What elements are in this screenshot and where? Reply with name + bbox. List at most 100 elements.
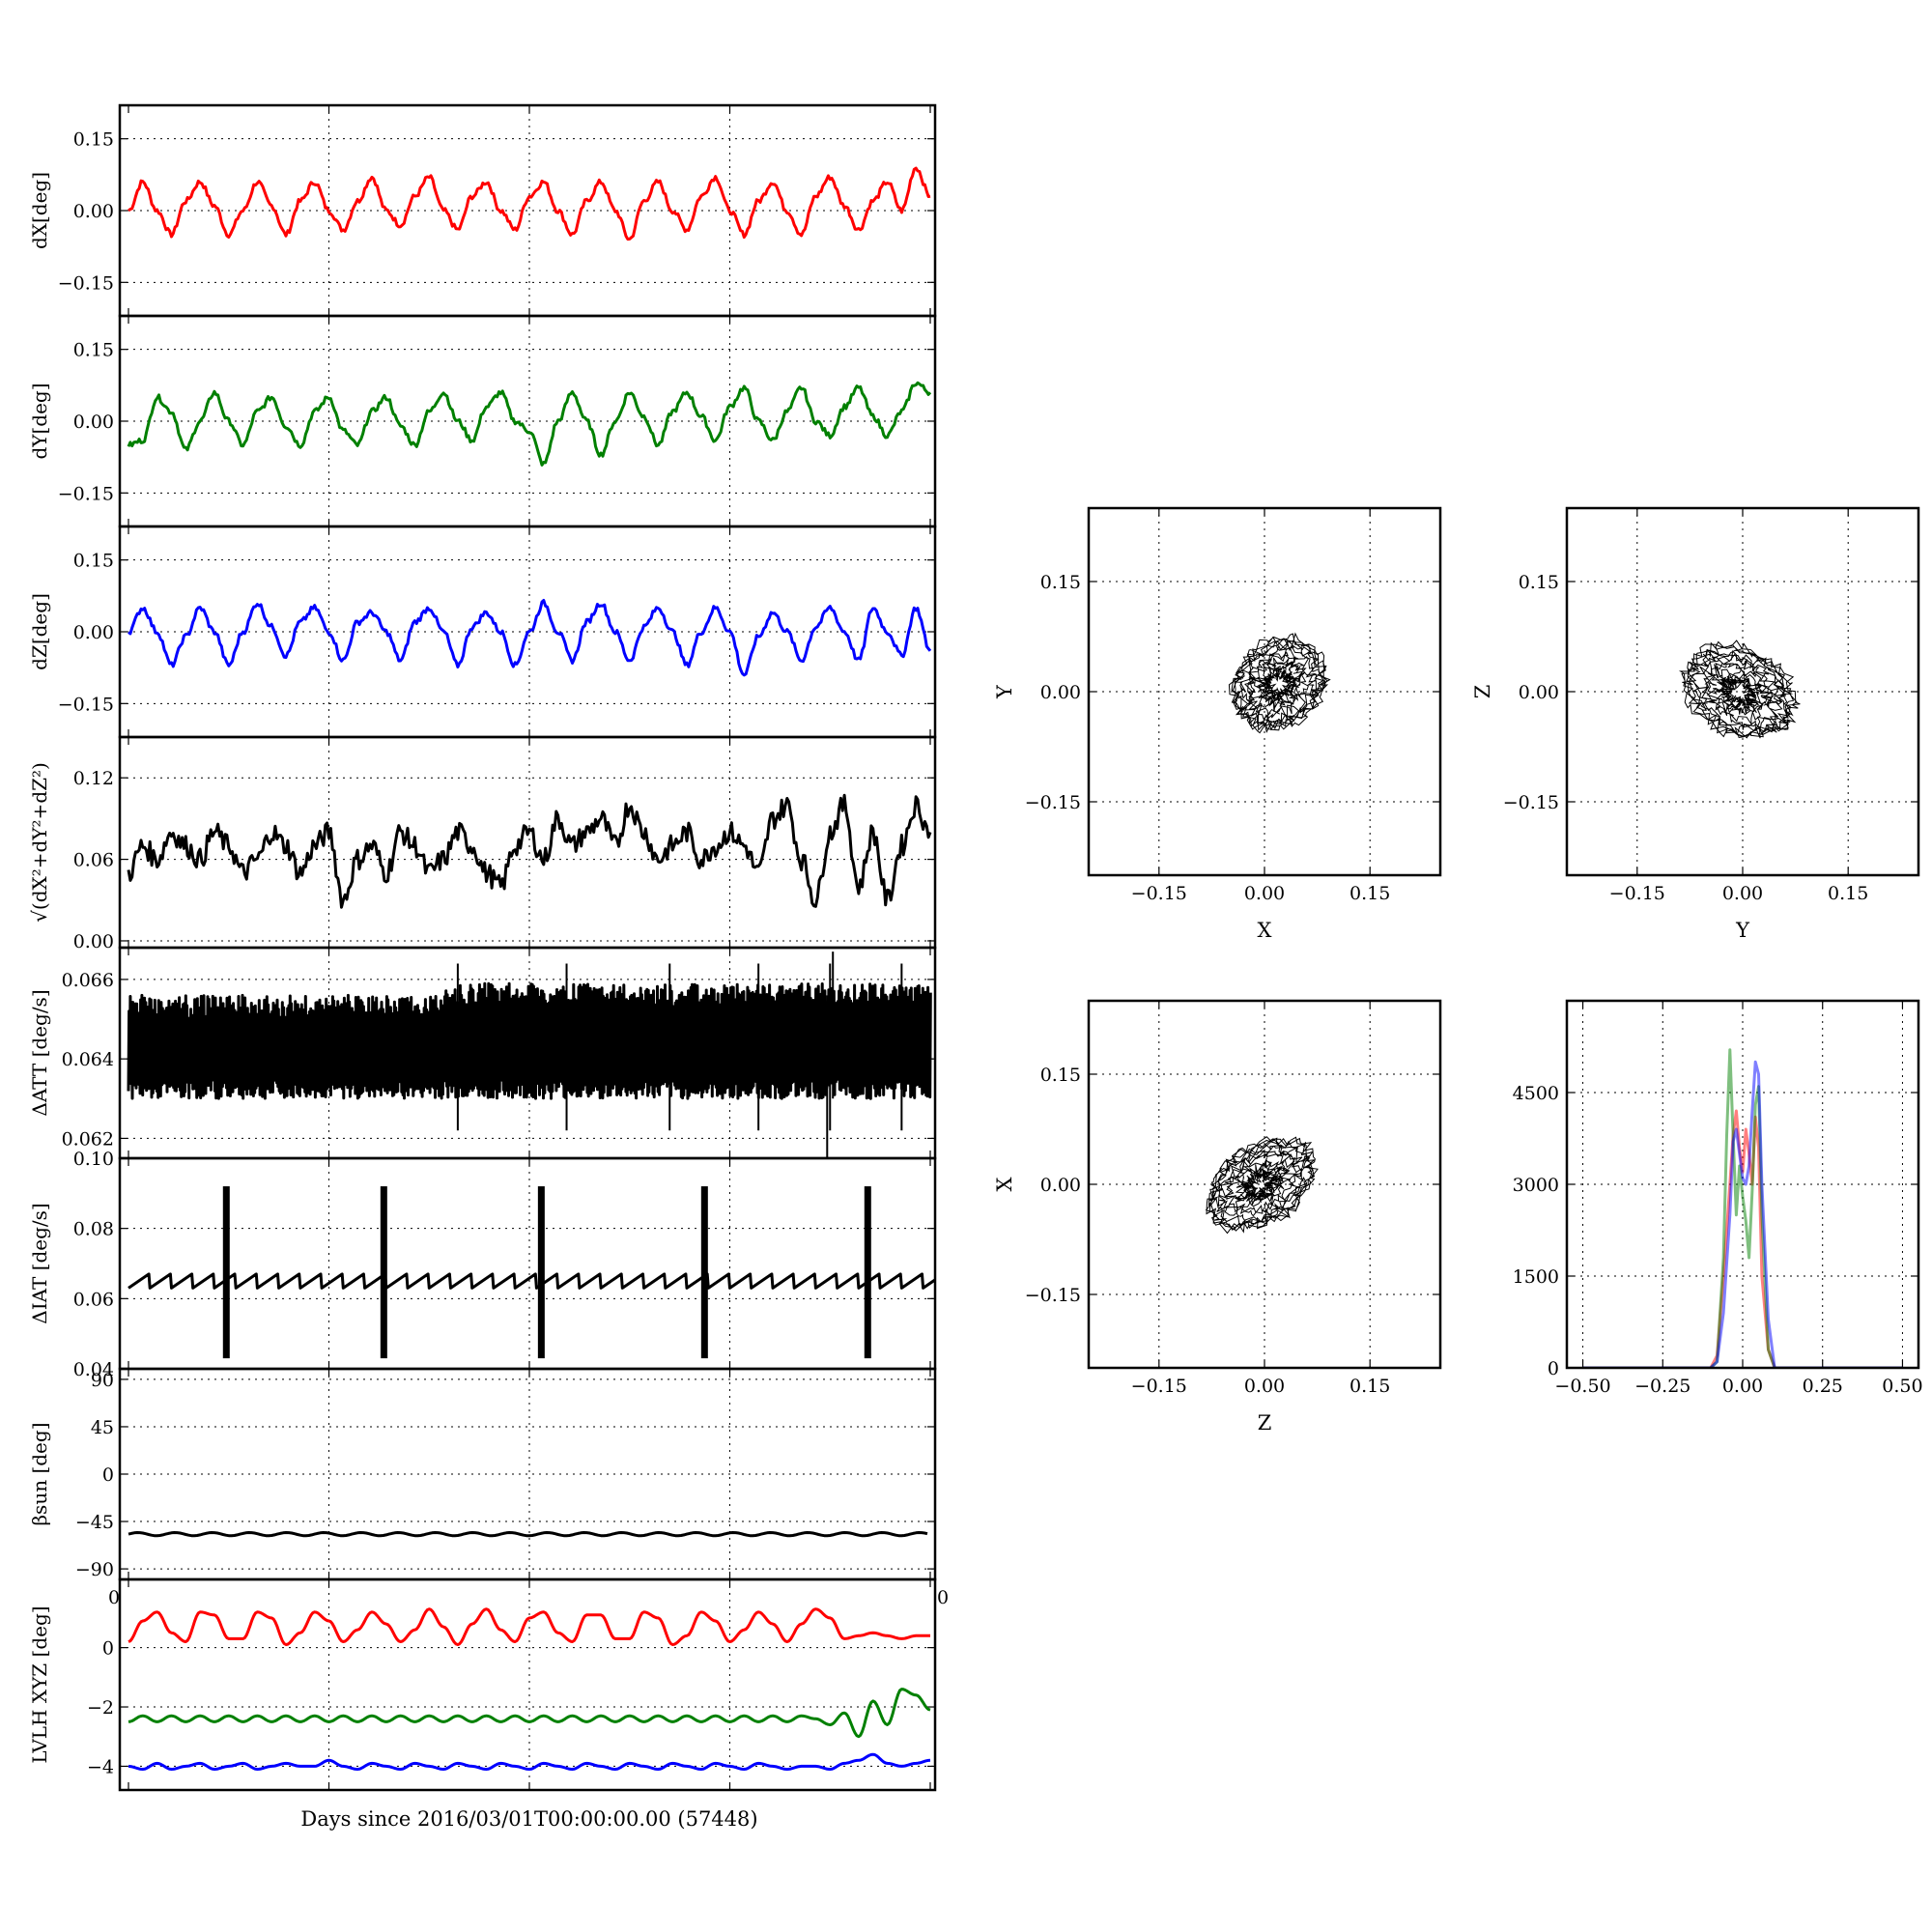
panel-datt: 0.062 0.064 0.066 ΔATT [deg/s] (28, 946, 937, 1160)
y-tick-label: 0.00 (73, 201, 114, 222)
y-tick-label: 0.15 (1040, 572, 1081, 593)
trajectory-line (1228, 632, 1331, 734)
panel-beta: −90 −45 0 45 90 βsun [deg] (28, 1367, 937, 1581)
series-line (128, 1752, 931, 1771)
series-line (127, 981, 932, 1100)
y-axis-label: Z (1471, 685, 1494, 699)
panel-frame (118, 1577, 937, 1792)
series-line (127, 381, 932, 467)
histogram-line (1582, 1060, 1903, 1368)
y-tick-label: 0.08 (73, 1219, 114, 1240)
panel-frame (1087, 506, 1442, 877)
y-tick-label: 0.04 (73, 1359, 114, 1380)
y-tick-label: 0.064 (62, 1049, 114, 1070)
panel-frame (118, 1156, 937, 1371)
y-axis-label: X (993, 1177, 1016, 1191)
y-tick-label: 0.00 (1040, 682, 1081, 703)
y-axis-label: dX[deg] (28, 172, 51, 249)
panel-diat: 0.04 0.06 0.08 0.10 ΔIAT [deg/s] (28, 1149, 937, 1380)
panel-rss: 0.00 0.06 0.12 √(dX²+dY²+dZ²) (28, 735, 937, 952)
y-axis-label: dZ[deg] (28, 593, 51, 670)
data-group (128, 599, 932, 677)
x-tick-label: 0.15 (1828, 883, 1868, 904)
panel-dy: −0.15 0.00 0.15 dY[deg] (28, 314, 937, 528)
trajectory-line (1678, 639, 1801, 739)
panel-frame (118, 735, 937, 950)
y-axis-label: √(dX²+dY²+dZ²) (28, 762, 51, 923)
y-tick-label: 0.12 (73, 768, 114, 789)
series-spike (700, 1186, 708, 1359)
y-tick-label: −0.15 (1025, 792, 1081, 813)
data-group (127, 381, 932, 467)
x-tick-label: 0.15 (1350, 883, 1390, 904)
y-axis-label: LVLH XYZ [deg] (28, 1605, 51, 1763)
y-tick-label: 0.00 (1519, 682, 1559, 703)
y-tick-label: −45 (75, 1512, 114, 1533)
panel-yz: −0.15 0.00 0.15 −0.15 0.00 0.15 Y Z (1471, 506, 1920, 942)
series-line (128, 599, 932, 677)
series-line (128, 1688, 931, 1739)
x-tick-label: 0.15 (1350, 1376, 1390, 1397)
panel-frame (1565, 999, 1920, 1370)
y-axis-label: ΔATT [deg/s] (28, 989, 51, 1116)
y-tick-label: −2 (87, 1697, 114, 1719)
series-line (128, 1531, 928, 1538)
plot-layer: −0.15 0.00 0.15 dX[deg] −0.15 0.00 0.15 dY[deg]… (28, 103, 1923, 1792)
x-axis-label: X (1258, 919, 1272, 942)
stray-tick-label: 0 (937, 1587, 949, 1608)
y-tick-label: 0.15 (73, 340, 114, 361)
data-group (128, 1607, 931, 1771)
x-tick-label: 0.50 (1882, 1376, 1922, 1397)
data-group (128, 1531, 928, 1538)
series-line (128, 1607, 930, 1646)
x-tick-label: −0.15 (1131, 1376, 1187, 1397)
y-tick-label: 0.066 (62, 970, 114, 991)
x-tick-label: −0.15 (1131, 883, 1187, 904)
data-group (128, 1186, 935, 1359)
y-tick-label: −0.15 (58, 483, 114, 504)
y-tick-label: 0.15 (1519, 572, 1559, 593)
y-tick-label: −0.15 (1025, 1285, 1081, 1306)
x-tick-label: 0.25 (1803, 1376, 1843, 1397)
y-tick-label: 90 (91, 1370, 114, 1391)
histogram-line (1582, 1048, 1903, 1368)
series-line (128, 1272, 935, 1290)
y-tick-label: 0.06 (73, 850, 114, 871)
data-group (127, 793, 932, 909)
series-spike (864, 1186, 871, 1359)
series-spike (222, 1186, 230, 1359)
panel-xy: −0.15 0.00 0.15 −0.15 0.00 0.15 X Y (993, 506, 1442, 942)
data-group (1582, 1048, 1903, 1368)
data-group (1205, 1136, 1319, 1235)
y-tick-label: 3000 (1513, 1175, 1559, 1196)
x-axis-label: Z (1258, 1411, 1272, 1435)
data-group (128, 166, 931, 242)
y-tick-label: 1500 (1513, 1266, 1559, 1288)
y-tick-label: −0.15 (58, 694, 114, 715)
series-line (127, 793, 932, 909)
y-tick-label: 0.00 (73, 412, 114, 433)
y-tick-label: 4500 (1513, 1083, 1559, 1104)
series-spike (380, 1186, 387, 1359)
data-group (1678, 639, 1801, 739)
y-tick-label: 0.15 (73, 129, 114, 151)
y-tick-label: 0.00 (73, 622, 114, 643)
y-tick-label: 0 (102, 1464, 114, 1486)
trajectory-line (1205, 1136, 1319, 1235)
panel-zx: −0.15 0.00 0.15 −0.15 0.00 0.15 Z X (993, 999, 1442, 1435)
panel-dx: −0.15 0.00 0.15 dX[deg] (28, 103, 937, 318)
data-group (1228, 632, 1331, 734)
panel-dz: −0.15 0.00 0.15 dZ[deg] (28, 525, 937, 739)
common-x-axis-label: Days since 2016/03/01T00:00:00.00 (57448… (300, 1807, 757, 1831)
y-axis-label: dY[deg] (28, 383, 51, 459)
y-tick-label: 0.06 (73, 1289, 114, 1310)
series-spike (537, 1186, 545, 1359)
stray-tick-label: 0 (108, 1587, 120, 1608)
y-tick-label: 0.062 (62, 1128, 114, 1150)
y-axis-label: ΔIAT [deg/s] (28, 1203, 51, 1323)
x-axis-label: Y (1735, 919, 1750, 942)
y-tick-label: 45 (91, 1417, 114, 1438)
panel-frame (1565, 506, 1920, 877)
y-tick-label: 0 (1548, 1358, 1559, 1379)
